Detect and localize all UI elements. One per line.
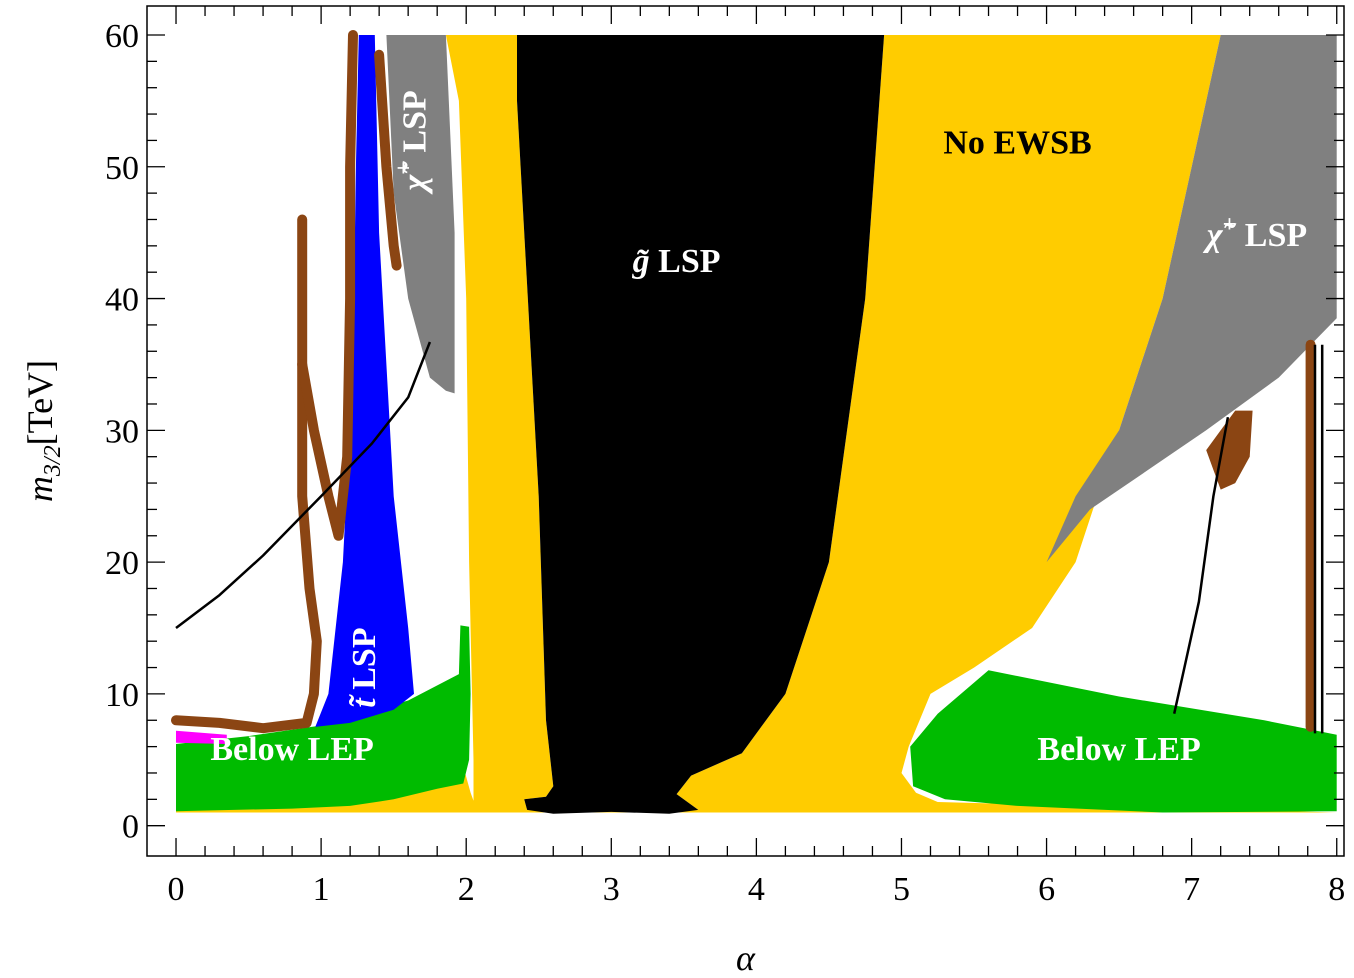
y-tick-label: 30	[105, 413, 139, 450]
region--lsp-right	[1046, 35, 1337, 563]
region--lsp-upper	[386, 35, 455, 394]
brown-curve-1	[297, 30, 358, 541]
region-label-sup: +	[392, 161, 418, 175]
regions-layer	[176, 35, 1337, 814]
x-tick-label: 2	[458, 871, 475, 908]
x-tick-label: 4	[748, 871, 765, 908]
tick-labels-layer: 0 1 2 3 4 5 6 7 8 0 10 20 30 40 50 60	[105, 18, 1345, 908]
region-no-ewsb	[176, 35, 1337, 813]
y-tick-label: 40	[105, 282, 139, 319]
y-axis-label-sub: 3/2	[40, 445, 66, 477]
black-contour-1	[1172, 416, 1230, 714]
y-axis-label: m3/2[TeV]	[20, 360, 66, 502]
x-tick-label: 7	[1183, 871, 1200, 908]
y-tick-label: 50	[105, 150, 139, 187]
region-label-symbol: g̃	[632, 243, 650, 280]
region-label-text: LSP	[650, 243, 721, 280]
region-t-lsp	[315, 35, 414, 727]
ticks-layer	[147, 6, 1344, 856]
plot-frame	[146, 5, 1345, 857]
x-tick-label: 5	[893, 871, 910, 908]
region-label-2: No EWSB	[943, 125, 1091, 162]
x-tick-label: 1	[313, 871, 330, 908]
region-below-lep-left	[176, 625, 471, 812]
y-tick-label: 0	[122, 809, 139, 846]
region-label-0: Below LEP	[210, 731, 373, 768]
y-tick-label: 20	[105, 545, 139, 582]
region-g-lsp	[517, 35, 885, 814]
brown-curve-2	[374, 49, 402, 271]
region-below-lep-right	[910, 670, 1337, 813]
region-label-1: Below LEP	[1037, 731, 1200, 768]
x-axis-label: α	[736, 938, 756, 978]
region-label-6: t̃ LSP	[346, 627, 383, 707]
region-label-3: g̃ LSP	[632, 243, 721, 280]
region-label-text: LSP	[1236, 217, 1307, 254]
black-contour-0	[175, 341, 432, 629]
region-label-text: LSP	[346, 627, 383, 698]
brown-curve-0	[171, 214, 322, 734]
x-tick-label: 6	[1038, 871, 1055, 908]
y-tick-label: 10	[105, 677, 139, 714]
y-tick-label: 60	[105, 18, 139, 55]
x-tick-label: 3	[603, 871, 620, 908]
x-tick-label: 8	[1328, 871, 1345, 908]
curves-layer	[171, 30, 1324, 734]
region-label-sup: +	[1223, 212, 1237, 238]
region-magenta	[176, 730, 227, 744]
y-axis-label-main: m	[20, 476, 60, 502]
x-tick-label: 0	[168, 871, 185, 908]
region-label-4: χ̃+ LSP	[1203, 212, 1307, 254]
y-axis-label-unit: [TeV]	[20, 360, 60, 445]
region-label-text: LSP	[397, 90, 434, 161]
region-label-5: χ̃+ LSP	[392, 90, 434, 194]
